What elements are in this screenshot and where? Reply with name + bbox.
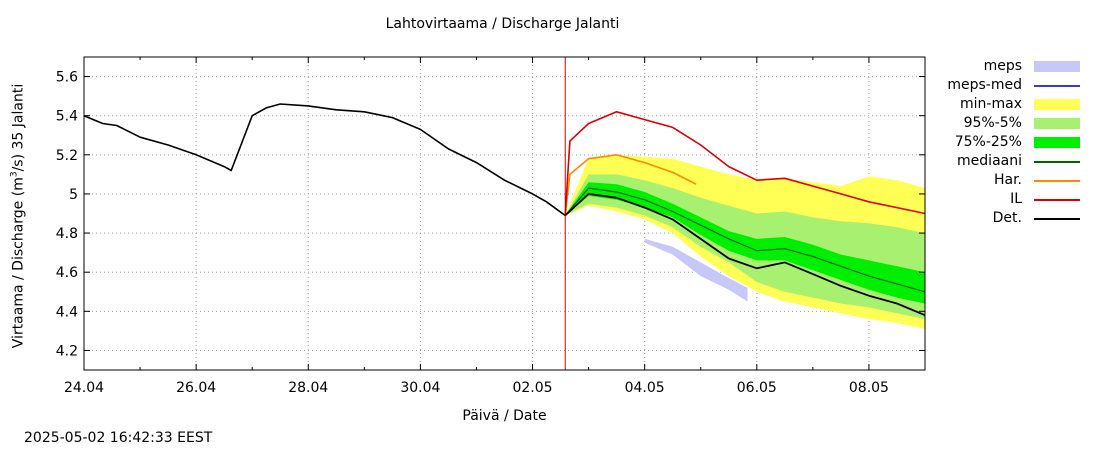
x-tick-label: 04.05 [625,380,665,396]
series-observed [83,103,566,217]
legend-label: Har. [993,172,1022,188]
x-tick-label: 08.05 [849,380,889,396]
band-75-25 [565,182,925,304]
legend-swatch [1034,99,1080,110]
x-tick-label: 06.05 [737,380,777,396]
y-tick-label: 4.8 [56,226,78,242]
legend-item-mediaani: mediaani [930,152,1090,171]
axis-ticks: 4.2 4.4 4.6 4.8 5 5.2 5.4 5.6 24.04 26.04 28.04 30.… [56,57,925,396]
series-lines [83,57,926,370]
y-tick-label: 4.4 [56,304,78,320]
legend-label: mediaani [957,153,1022,169]
legend-swatch [1034,180,1080,182]
legend-swatch [1034,199,1080,201]
plot-frame [83,56,926,371]
series-il [564,111,926,216]
x-tick-label: 24.04 [64,380,104,396]
legend-item-il: IL [930,190,1090,209]
legend-item-meps-med: meps-med [930,76,1090,95]
legend-swatch [1034,118,1080,129]
x-axis-label: Päivä / Date [462,408,547,424]
legend-swatch [1034,161,1080,163]
legend-swatch [1034,85,1080,87]
legend-item-har: Har. [930,171,1090,190]
legend-swatch [1034,137,1080,148]
series-det [564,193,926,317]
legend-swatch [1034,61,1080,72]
legend-swatch [1034,218,1080,220]
y-tick-label: 4.2 [56,343,78,359]
band-meps [644,238,748,302]
x-tick-label: 26.04 [176,380,216,396]
y-tick-label: 5 [69,187,78,203]
x-tick-label: 28.04 [288,380,328,396]
legend-label: min-max [960,96,1022,112]
legend-item-75-25: 75%-25% [930,133,1090,152]
timestamp: 2025-05-02 16:42:33 EEST [24,430,213,446]
series-mediaani [564,187,926,293]
chart-title: Lahtovirtaama / Discharge Jalanti [385,16,620,32]
y-tick-label: 4.6 [56,265,78,281]
legend-label: meps [983,58,1022,74]
x-tick-label: 02.05 [512,380,552,396]
y-tick-label: 5.4 [56,109,78,125]
legend-label: Det. [992,210,1022,226]
legend-item-95-5: 95%-5% [930,114,1090,133]
legend: meps meps-med min-max 95%-5% 75%-25% med… [930,57,1090,228]
y-tick-label: 5.2 [56,148,78,164]
series-har [564,154,697,216]
legend-label: meps-med [947,77,1022,93]
plot-border [83,56,926,371]
y-tick-label: 5.6 [56,70,78,86]
legend-item-meps: meps [930,57,1090,76]
legend-label: 95%-5% [963,115,1022,131]
legend-label: 75%-25% [954,134,1022,150]
legend-item-min-max: min-max [930,95,1090,114]
legend-item-det: Det. [930,209,1090,228]
legend-label: IL [1010,191,1022,207]
forecast-bands [565,154,925,329]
x-tick-label: 30.04 [400,380,440,396]
y-axis-label: Virtaama / Discharge (m3/s) 35 Jalanti [9,83,27,349]
